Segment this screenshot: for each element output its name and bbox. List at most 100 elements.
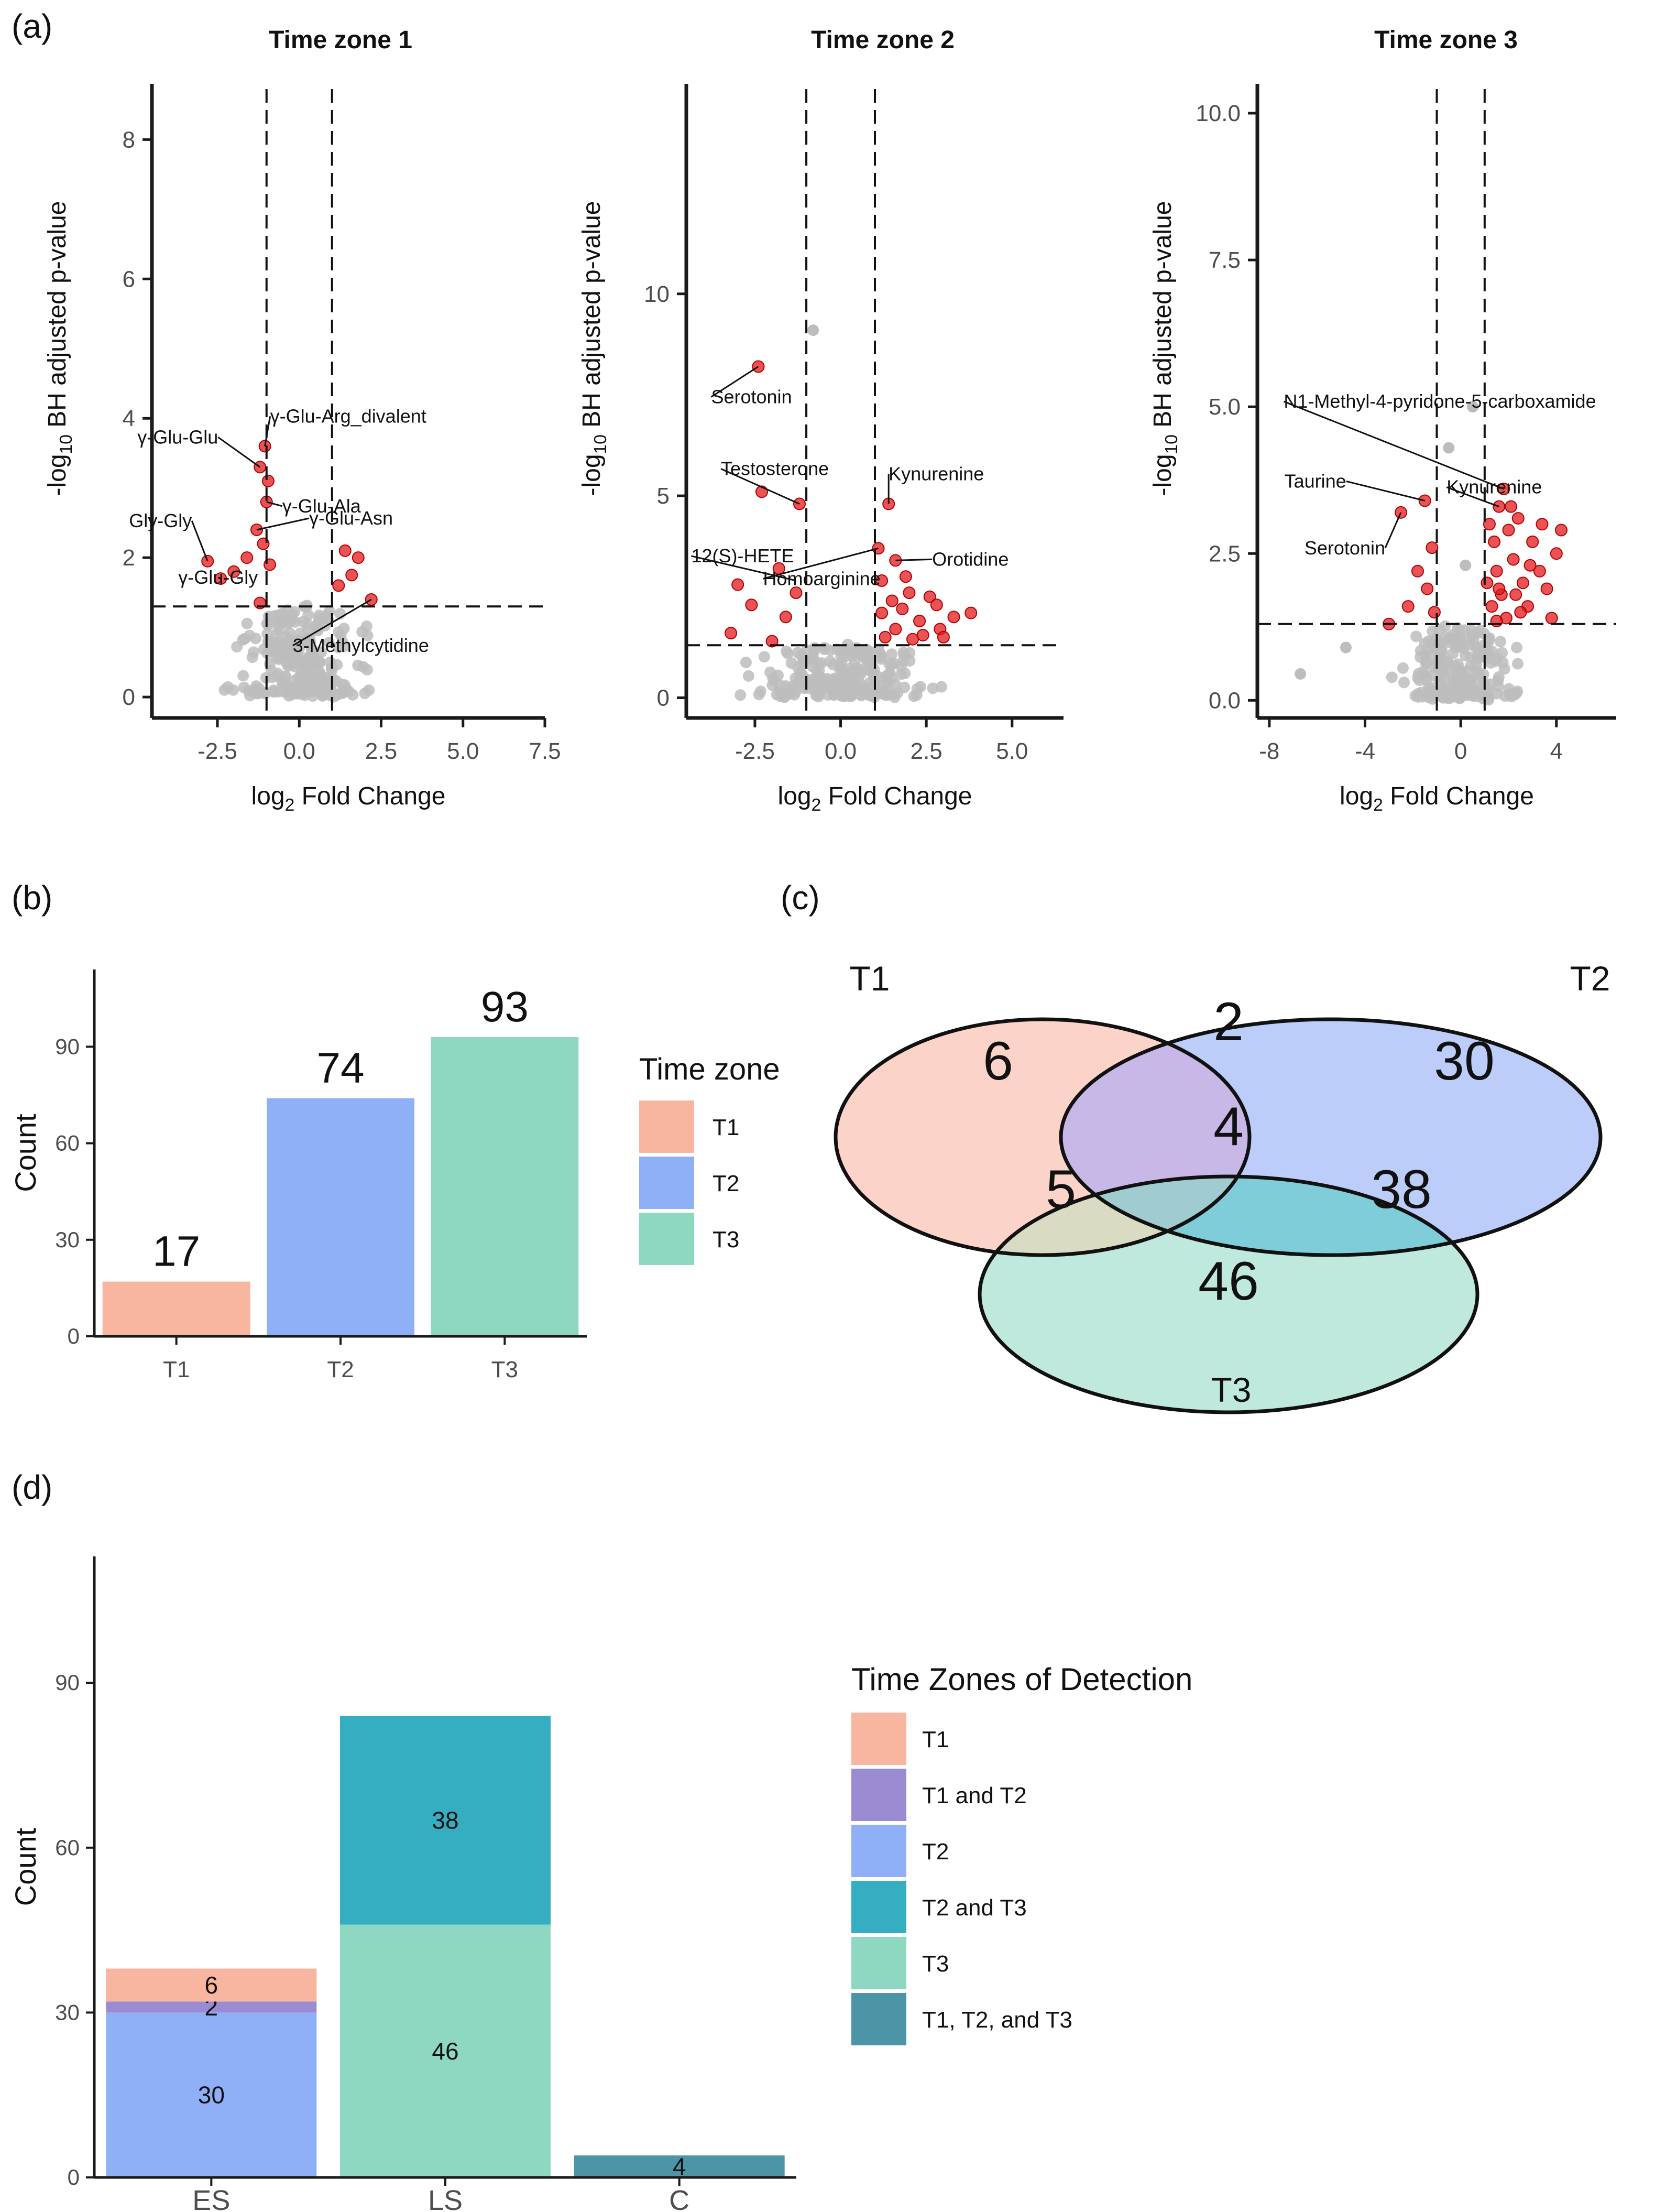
data-label-t3: 93 xyxy=(481,983,529,1031)
data-point-significant xyxy=(725,627,738,640)
data-point-nonsignificant xyxy=(861,683,873,695)
data-point-significant xyxy=(1401,600,1415,613)
data-point-nonsignificant xyxy=(1473,650,1485,662)
venn-diagram-time-zones: T1 T2 T3 6 2 30 4 5 38 46 xyxy=(834,959,1610,1414)
venn-count-t1-only: 6 xyxy=(983,1031,1013,1092)
data-point-significant xyxy=(1514,606,1527,619)
data-point-nonsignificant xyxy=(1443,658,1455,670)
x-tick-label: -2.5 xyxy=(735,738,775,764)
annotation-kynurenine: Kynurenine xyxy=(1446,476,1542,498)
data-point-significant xyxy=(1507,553,1520,566)
data-point-nonsignificant xyxy=(1464,677,1476,689)
data-label-es-t2: 30 xyxy=(198,2082,225,2109)
data-point-nonsignificant xyxy=(813,664,825,677)
data-point-nonsignificant xyxy=(289,661,301,673)
data-point-nonsignificant xyxy=(895,668,907,680)
data-point-nonsignificant xyxy=(843,687,856,699)
data-point-significant xyxy=(1481,576,1494,590)
data-point-nonsignificant xyxy=(886,659,898,671)
venn-overlap-t1-t3 xyxy=(980,1176,1250,1255)
legend-label-t1: T1 xyxy=(922,1727,949,1752)
data-point-nonsignificant xyxy=(845,666,857,678)
x-tick-label: 0.0 xyxy=(283,738,315,764)
annotation-3-methylcytidine: 3-Methylcytidine xyxy=(293,635,429,656)
x-tick-label: 7.5 xyxy=(529,738,561,764)
data-point-nonsignificant xyxy=(835,658,847,670)
x-tick-label-ls: LS xyxy=(428,2185,463,2212)
annotation-12-s-hete: 12(S)-HETE xyxy=(691,545,794,566)
data-point-nonsignificant xyxy=(1410,630,1422,642)
venn-outline-t2 xyxy=(1059,1017,1603,1257)
legend-label-t1-t2-and-t3: T1, T2, and T3 xyxy=(922,2007,1072,2033)
data-point-nonsignificant xyxy=(818,644,830,656)
data-point-significant xyxy=(1483,518,1496,531)
venn-set-label-t3: T3 xyxy=(1211,1370,1251,1409)
data-point-nonsignificant xyxy=(847,648,859,660)
panel-label-d: (d) xyxy=(12,1468,52,1506)
data-point-nonsignificant xyxy=(1475,625,1487,637)
y-tick-label: 5 xyxy=(657,483,670,509)
annotation-taurine: Taurine xyxy=(1285,470,1346,492)
data-point-nonsignificant xyxy=(742,670,754,682)
data-label-t1: 17 xyxy=(152,1228,200,1276)
data-point-nonsignificant xyxy=(1504,688,1516,700)
data-point-significant xyxy=(1485,600,1498,613)
y-tick-label: 90 xyxy=(55,1034,80,1059)
venn-count-t1-t3: 5 xyxy=(1046,1159,1076,1220)
data-point-nonsignificant xyxy=(819,674,831,686)
data-point-nonsignificant xyxy=(302,623,314,635)
y-axis-title: -log10 BH adjusted p-value xyxy=(578,201,610,496)
annotation-glu-glu: γ-Glu-Glu xyxy=(137,426,218,448)
data-point-nonsignificant xyxy=(248,646,260,658)
data-point-significant xyxy=(261,474,275,487)
data-point-nonsignificant xyxy=(832,676,845,688)
data-point-nonsignificant xyxy=(1398,677,1410,689)
venn-region-fill xyxy=(980,1176,1250,1255)
bar-segment-es-t1-and-t2 xyxy=(106,2001,317,2013)
volcano-plot-time-zone-2: Time zone 2 -2.5 0.0 2.5 5.0 0 5 10 log2 Fold Ch… xyxy=(578,26,1064,815)
y-tick-label: 0.0 xyxy=(1209,688,1241,713)
volcano-plot-time-zone-3: Time zone 3 -8 -4 0 4 0.0 2.5 5.0 7.5 10.0 log2 Fo… xyxy=(1149,26,1616,815)
data-point-significant xyxy=(1421,582,1434,595)
legend-swatch-t1 xyxy=(851,1713,906,1765)
legend-swatch-t3 xyxy=(851,1937,906,1989)
data-point-significant xyxy=(731,578,744,591)
annotation-leader-line xyxy=(264,416,271,446)
panel-label-c: (c) xyxy=(781,879,820,917)
data-point-significant xyxy=(1540,582,1553,595)
annotation-leader-line xyxy=(710,366,759,398)
y-tick-label: 4 xyxy=(123,406,135,431)
x-tick-label-t2: T2 xyxy=(327,1357,354,1382)
venn-count-t2-only: 30 xyxy=(1434,1031,1495,1092)
data-point-nonsignificant xyxy=(882,684,894,696)
venn-set-label-t1: T1 xyxy=(849,959,890,998)
data-point-nonsignificant xyxy=(1433,624,1445,636)
x-tick-label-t1: T1 xyxy=(163,1357,190,1382)
data-point-nonsignificant xyxy=(885,673,897,685)
data-point-nonsignificant xyxy=(253,683,265,695)
data-point-significant xyxy=(923,590,936,603)
data-point-significant xyxy=(964,606,978,619)
annotation-testosterone: Testosterone xyxy=(721,458,829,480)
legend-title: Time Zones of Detection xyxy=(851,1662,1192,1697)
data-point-nonsignificant xyxy=(1460,559,1472,571)
y-tick-label: 0 xyxy=(123,684,135,710)
data-point-significant xyxy=(779,611,792,624)
legend-swatch-t2-and-t3 xyxy=(851,1881,906,1933)
data-point-nonsignificant xyxy=(261,628,273,640)
x-tick-label: 2.5 xyxy=(911,738,942,764)
legend-label-t3: T3 xyxy=(713,1227,739,1252)
data-point-significant xyxy=(1533,564,1546,577)
bar-segment-es-t1 xyxy=(106,1968,317,2002)
data-point-significant xyxy=(947,611,960,624)
bar-segment-es-t2 xyxy=(106,2012,317,2177)
annotation-leader-line xyxy=(191,520,209,562)
bar-t2 xyxy=(267,1098,414,1336)
data-point-significant xyxy=(1509,588,1522,601)
x-axis-title: log2 Fold Change xyxy=(251,782,446,815)
venn-count-t1-t2-t3: 4 xyxy=(1213,1096,1244,1157)
data-point-nonsignificant xyxy=(858,647,870,659)
data-point-nonsignificant xyxy=(288,684,300,696)
data-point-nonsignificant xyxy=(283,627,295,639)
data-point-nonsignificant xyxy=(898,649,910,661)
